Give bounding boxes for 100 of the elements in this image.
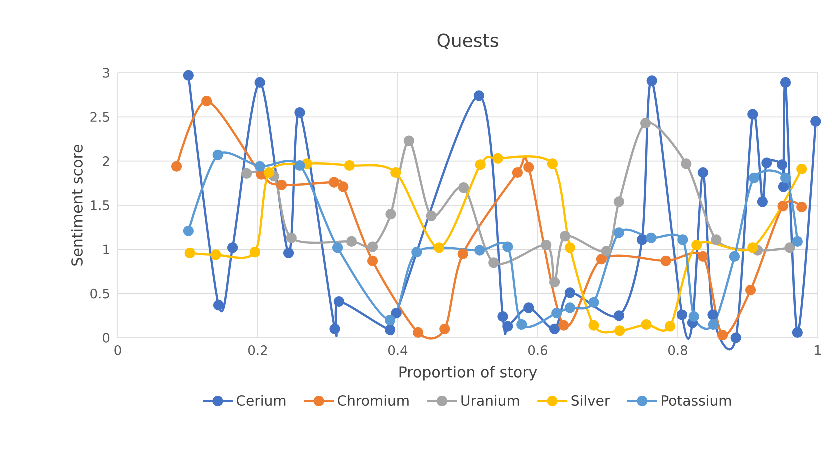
point [524,302,534,314]
y-tick-label: 0 [103,333,110,343]
point [547,158,558,170]
point [183,226,194,236]
point [692,240,702,251]
point [646,232,657,244]
y-tick-label: 1.5 [91,200,110,210]
point [780,172,792,184]
point [338,182,349,192]
point [550,277,560,288]
point [294,107,306,118]
point [228,242,238,254]
point [474,245,486,256]
point [730,332,742,344]
point [698,251,709,262]
point [564,302,576,314]
y-tick-label: 2.5 [90,112,110,122]
point [681,158,692,170]
point [250,247,261,258]
point [334,296,345,308]
point [564,288,576,298]
y-axis-title: Sentiment score [71,144,83,266]
point [665,321,676,332]
point [214,300,224,311]
point [474,90,485,102]
point [286,232,297,244]
point [391,308,402,319]
point [516,319,528,330]
point [762,158,772,168]
point [796,164,808,175]
legend-label: Chromium [338,395,409,406]
point [614,228,625,238]
point [412,247,422,258]
point [780,77,792,88]
y-tick-label: 3 [103,68,110,78]
point [757,196,768,208]
point [172,161,182,172]
point [346,236,358,248]
point [498,312,508,322]
point [784,242,796,254]
point [614,196,625,208]
point [202,96,212,107]
point [264,168,275,178]
y-tick-label: 1 [104,244,110,254]
point [777,160,788,170]
point [637,234,648,246]
point [748,242,758,254]
point [254,77,266,88]
point [332,242,344,254]
point [614,326,626,336]
point [796,202,808,213]
point [502,321,514,332]
point [492,153,504,164]
point [660,256,672,266]
point [210,250,222,260]
x-tick-label: 1 [815,346,821,356]
point [778,182,790,192]
point [749,172,760,184]
x-tick-label: 0.6 [528,346,548,356]
point [541,240,552,251]
point [778,201,788,212]
x-tick-label: 0.2 [248,346,268,356]
point [458,182,470,194]
point [524,162,534,173]
point [440,324,450,334]
y-tick-label: 0.5 [90,288,110,299]
point [550,324,560,334]
point [601,246,612,257]
point [711,234,722,246]
point [560,231,571,242]
point [475,160,486,170]
point [426,210,437,222]
point [385,324,396,336]
point [404,136,415,146]
x-axis-title: Proportion of story [400,366,538,381]
point [708,319,720,330]
legend-label: Uranium [462,395,520,406]
point [688,312,700,322]
point [284,248,294,258]
point [792,236,804,248]
point [212,150,224,160]
point [512,168,524,178]
x-tick-label: 0.4 [388,346,408,356]
point [640,118,652,129]
y-tick-label: 2 [103,156,110,166]
point [698,168,709,178]
point [254,161,266,172]
point [646,76,658,86]
chart-title: Quests [438,34,498,50]
point [746,285,756,296]
point [434,242,445,254]
point [596,254,608,265]
legend-label: Silver [572,395,610,406]
point [792,327,804,338]
point [344,160,356,172]
point [729,251,740,262]
point [368,242,378,252]
point [413,327,424,338]
point [588,297,600,308]
point [588,320,600,331]
